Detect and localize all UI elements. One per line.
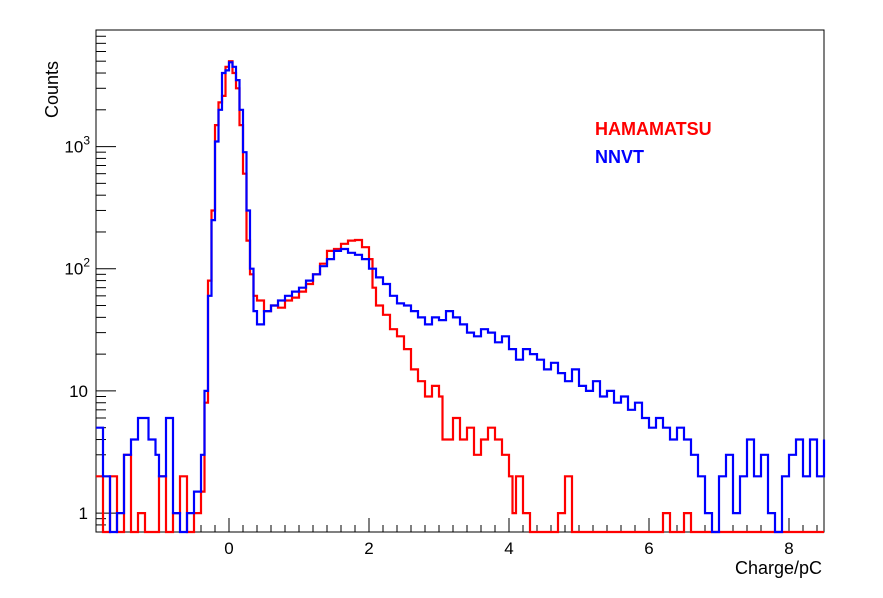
x-tick-label: 8 [784, 539, 793, 558]
y-axis-title: Counts [42, 61, 62, 118]
legend-hamamatsu: HAMAMATSU [595, 119, 712, 139]
x-axis: 0 2 4 6 8 [102, 518, 818, 558]
series-hamamatsu-line [96, 60, 824, 534]
x-tick-label: 6 [644, 539, 653, 558]
y-tick-label: 102 [64, 256, 90, 279]
series-nnvt-line [96, 61, 826, 534]
x-tick-label: 4 [504, 539, 513, 558]
y-tick-label: 1 [79, 504, 88, 523]
y-axis: 1 10 102 103 [64, 29, 116, 533]
x-tick-label: 0 [224, 539, 233, 558]
y-tick-label: 10 [69, 382, 88, 401]
x-axis-title: Charge/pC [735, 558, 822, 578]
x-tick-label: 2 [364, 539, 373, 558]
series-layer [96, 60, 826, 534]
legend-nnvt: NNVT [595, 147, 644, 167]
y-tick-label: 103 [64, 134, 90, 157]
